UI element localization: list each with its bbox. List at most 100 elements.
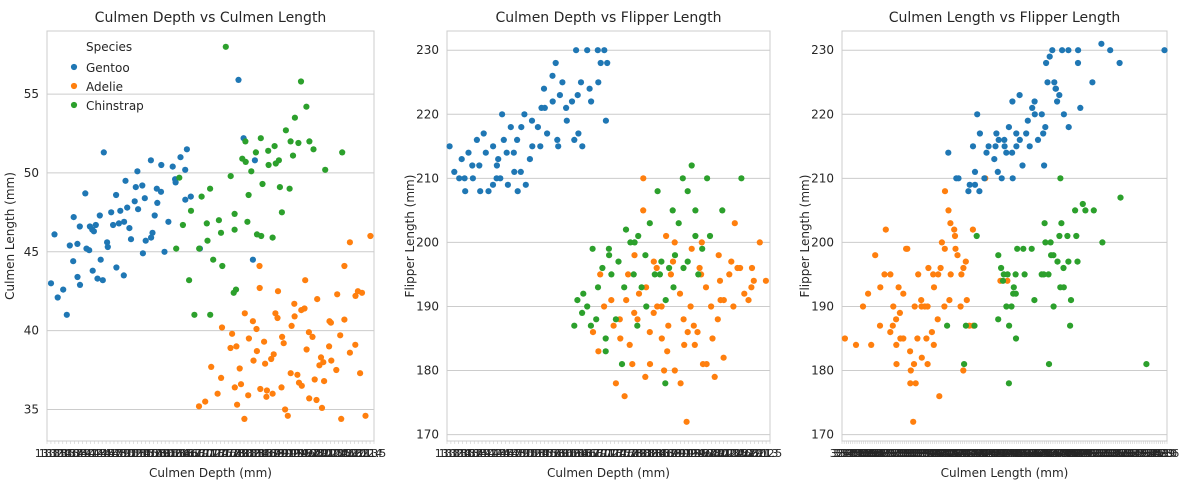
point-gentoo — [1065, 47, 1072, 54]
point-adelie — [241, 310, 248, 317]
point-adelie — [635, 290, 643, 297]
x-tick-label: 13.5 — [51, 447, 76, 460]
y-axis-label: Culmen Length (mm) — [3, 172, 17, 300]
x-tick-label: 35.7 — [849, 447, 874, 460]
point-gentoo — [142, 237, 149, 244]
x-tick-label: 18.2 — [633, 447, 658, 460]
x-tick-label: 53.5 — [1140, 447, 1165, 460]
point-adelie — [941, 245, 948, 252]
point-chinstrap — [1045, 361, 1053, 368]
point-gentoo — [115, 220, 122, 227]
x-tick-label: 38.8 — [905, 447, 930, 460]
point-adelie — [691, 341, 698, 348]
point-chinstrap — [265, 147, 272, 154]
x-tick-label: 13.7 — [458, 447, 483, 460]
x-tick-label: 15.8 — [141, 447, 166, 460]
point-adelie — [610, 322, 617, 329]
point-gentoo — [132, 184, 139, 191]
point-chinstrap — [699, 245, 706, 252]
point-gentoo — [1031, 98, 1038, 105]
point-adelie — [274, 288, 282, 295]
x-tick-label: 53.4 — [1138, 447, 1163, 460]
point-adelie — [716, 277, 724, 284]
point-gentoo — [981, 175, 988, 182]
x-tick-label: 14.3 — [82, 447, 107, 460]
point-gentoo — [70, 214, 77, 221]
y-tick-label-50: 50 — [24, 166, 39, 180]
point-chinstrap — [282, 127, 289, 134]
point-gentoo — [1040, 130, 1047, 137]
point-chinstrap — [684, 188, 691, 195]
x-tick-label: 16.1 — [153, 447, 178, 460]
x-tick-label: 15.7 — [137, 447, 162, 460]
x-tick-label: 50.2 — [1092, 447, 1117, 460]
point-chinstrap — [259, 180, 266, 188]
point-gentoo — [92, 221, 99, 229]
point-adelie — [907, 348, 914, 355]
x-tick-label: 13.4 — [47, 447, 72, 460]
point-gentoo — [526, 156, 534, 163]
x-tick-label: 46.5 — [1036, 447, 1061, 460]
y-tick-label-220: 220 — [811, 107, 834, 121]
x-tick-label: 13.2 — [439, 447, 464, 460]
x-tick-label: 43.3 — [987, 447, 1012, 460]
x-tick-label: 38.0 — [890, 447, 915, 460]
x-tick-label: 20.1 — [707, 447, 732, 460]
point-adelie — [333, 366, 340, 374]
point-chinstrap — [231, 226, 238, 233]
point-adelie — [663, 232, 670, 240]
x-tick-label: 16.7 — [575, 447, 600, 460]
x-tick-label: 19.0 — [267, 447, 292, 460]
x-tick-label: 45.2 — [1011, 447, 1036, 460]
x-tick-label: 18.1 — [232, 447, 257, 460]
point-chinstrap — [618, 361, 626, 368]
point-adelie — [661, 367, 668, 374]
point-gentoo — [151, 212, 158, 219]
point-chinstrap — [227, 173, 234, 180]
x-tick-label: 15.4 — [524, 447, 549, 460]
point-chinstrap — [692, 232, 699, 240]
point-chinstrap — [1064, 232, 1071, 240]
point-adelie — [946, 297, 953, 304]
point-gentoo — [139, 182, 146, 189]
point-chinstrap — [1082, 207, 1089, 214]
point-chinstrap — [671, 252, 679, 259]
x-tick-label: 14.2 — [78, 447, 103, 460]
point-adelie — [202, 398, 209, 405]
x-tick-label: 49.3 — [1077, 447, 1102, 460]
point-gentoo — [108, 209, 115, 216]
x-tick-label: 35.5 — [847, 447, 872, 460]
plot-frame — [46, 30, 375, 442]
x-tick-label: 44.5 — [1004, 447, 1029, 460]
point-gentoo — [74, 273, 81, 281]
x-tick-label: 18.5 — [247, 447, 272, 460]
x-tick-label: 39.8 — [924, 447, 949, 460]
point-adelie — [291, 313, 298, 320]
x-tick-label: 44.0 — [998, 447, 1023, 460]
point-adelie — [589, 329, 597, 336]
point-adelie — [279, 333, 286, 340]
point-gentoo — [446, 143, 453, 150]
point-chinstrap — [587, 322, 595, 329]
point-gentoo — [149, 229, 156, 236]
x-tick-label: 59.6 — [1155, 447, 1180, 460]
x-tick-label: 46.9 — [1045, 447, 1070, 460]
x-tick-label: 36.7 — [866, 447, 891, 460]
point-adelie — [256, 262, 263, 270]
point-adelie — [669, 258, 677, 265]
point-chinstrap — [675, 220, 682, 227]
point-adelie — [218, 324, 226, 331]
x-tick-label: 21.2 — [750, 447, 775, 460]
point-chinstrap — [634, 322, 641, 329]
x-tick-label: 16.5 — [567, 447, 592, 460]
x-tick-label: 44.1 — [1000, 447, 1025, 460]
point-adelie — [930, 284, 938, 291]
point-adelie — [237, 381, 245, 388]
point-gentoo — [571, 136, 578, 143]
x-tick-label: 46.0 — [1028, 447, 1053, 460]
point-gentoo — [969, 143, 977, 150]
x-tick-label: 13.5 — [450, 447, 475, 460]
point-chinstrap — [248, 168, 255, 175]
x-tick-label: 15.1 — [114, 447, 139, 460]
x-tick-label: 54.3 — [1144, 447, 1169, 460]
